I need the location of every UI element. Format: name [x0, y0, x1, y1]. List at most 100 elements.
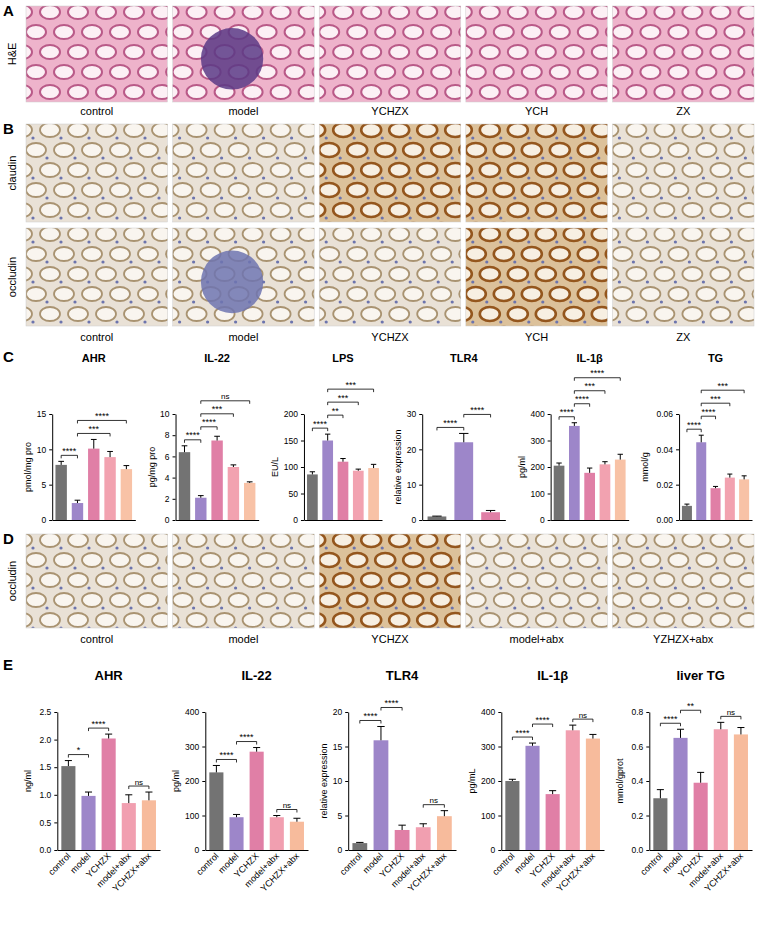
tissue-crypt	[612, 534, 618, 547]
tick-label: control	[46, 851, 72, 877]
significance-label: ***	[584, 381, 595, 391]
tissue-crypt	[536, 267, 556, 281]
tissue-crypt	[417, 228, 437, 241]
axis-line	[304, 520, 382, 521]
tissue-crypt	[54, 65, 74, 79]
tissue-nucleus	[423, 606, 426, 609]
tissue-nucleus	[276, 156, 279, 159]
tick-label: control	[490, 851, 516, 877]
tissue-crypt	[466, 267, 472, 281]
axis-line	[551, 415, 552, 521]
y-tick: 10	[333, 776, 348, 786]
tissue-crypt	[480, 228, 500, 241]
y-tick: 400	[185, 707, 205, 717]
tissue-crypt	[550, 143, 570, 157]
tissue-crypt	[724, 553, 744, 567]
tissue-crypt	[417, 85, 437, 99]
tissue-crypt	[389, 203, 409, 217]
tissue-crypt	[271, 85, 291, 99]
tissue-crypt	[285, 287, 305, 301]
tissue-nucleus	[702, 546, 705, 549]
error-bar	[717, 722, 724, 729]
y-tick: 30	[407, 409, 422, 419]
x-axis	[176, 520, 259, 521]
tissue-crypt	[138, 25, 158, 39]
column-label: model	[228, 633, 258, 645]
error-bar	[441, 811, 448, 817]
tissue-crypt	[347, 247, 367, 261]
tick-label: 0	[195, 845, 200, 855]
bars	[307, 434, 379, 520]
y-tick: 100	[185, 811, 205, 821]
axis-line	[423, 520, 506, 521]
tick-label: 2	[165, 494, 170, 504]
tissue-background	[26, 228, 168, 326]
tissue-nucleus	[646, 546, 649, 549]
tissue-nucleus	[143, 280, 146, 283]
significance-label: ****	[92, 719, 107, 729]
tissue-crypt	[201, 143, 221, 157]
tissue-nucleus	[87, 586, 90, 589]
tissue-crypt	[152, 613, 168, 627]
tissue-crypt	[550, 25, 570, 39]
tick-label: 20	[333, 707, 343, 717]
tissue-nucleus	[353, 216, 356, 219]
tick-label: 100	[530, 489, 544, 499]
error-bar	[569, 725, 576, 730]
bar	[586, 739, 600, 850]
tissue-crypt	[696, 65, 716, 79]
y-axis: 05101520	[333, 707, 349, 855]
tissue-crypt	[187, 124, 207, 137]
tissue-nucleus	[206, 136, 209, 139]
panel-letter: B	[3, 120, 14, 137]
significance-label: ns	[135, 778, 143, 787]
tissue-crypt	[710, 45, 730, 59]
bar	[437, 816, 452, 850]
tissue-crypt	[696, 593, 716, 607]
tissue-crypt	[229, 553, 249, 567]
tissue-crypt	[54, 593, 74, 607]
tissue-crypt	[124, 267, 144, 281]
tick-mark	[498, 850, 501, 851]
tick-mark	[498, 712, 501, 713]
error-bar	[325, 434, 330, 440]
tissue-nucleus	[744, 606, 747, 609]
tissue-crypt	[173, 247, 193, 261]
tissue-nucleus	[381, 216, 384, 219]
tissue-nucleus	[381, 586, 384, 589]
tissue-crypt	[68, 228, 88, 241]
tick-label: YCHZX+abx	[702, 851, 745, 894]
tissue-nucleus	[59, 136, 62, 139]
tissue-crypt	[26, 85, 32, 99]
tissue-nucleus	[744, 260, 747, 263]
tissue-crypt	[187, 85, 207, 99]
tissue-crypt	[640, 553, 660, 567]
tick-label: 0	[293, 515, 298, 525]
tissue-crypt	[124, 45, 144, 59]
y-tick: 10	[37, 445, 52, 455]
tissue-crypt	[215, 228, 235, 241]
tissue-nucleus	[59, 586, 62, 589]
tissue-nucleus	[437, 176, 440, 179]
error-bar	[85, 792, 92, 796]
tick-label: 200	[185, 776, 199, 786]
bar	[711, 488, 721, 520]
tissue-nucleus	[325, 176, 328, 179]
significance-label: ns	[727, 708, 735, 717]
tissue-crypt	[124, 203, 144, 217]
tissue-nucleus	[646, 586, 649, 589]
tissue-crypt	[710, 534, 730, 547]
tissue-nucleus	[541, 260, 544, 263]
tick-mark	[301, 441, 304, 442]
tissue-crypt	[375, 247, 395, 261]
axis-line	[680, 520, 753, 521]
tissue-nucleus	[178, 240, 181, 243]
tissue-crypt	[124, 534, 144, 547]
bar	[694, 783, 708, 850]
significance: ns	[573, 711, 593, 723]
tissue-crypt	[668, 25, 688, 39]
tissue-nucleus	[583, 320, 586, 323]
tissue-crypt	[215, 534, 235, 547]
tissue-nucleus	[688, 606, 691, 609]
tissue-crypt	[243, 613, 263, 627]
